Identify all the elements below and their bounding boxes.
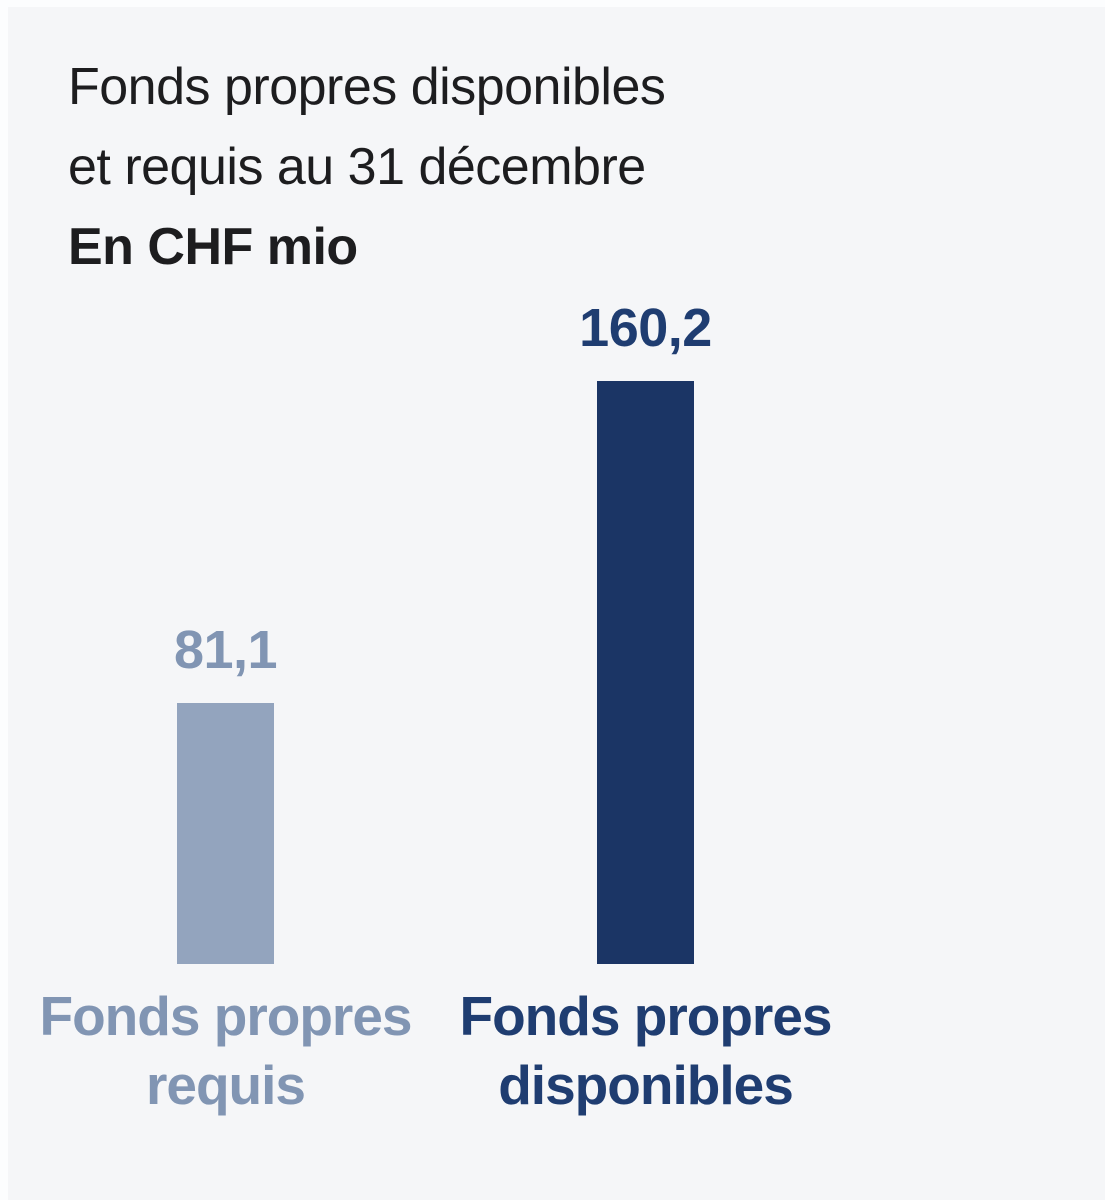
unit-label: En CHF mio [68, 218, 358, 276]
top-edge-strip [0, 0, 1105, 7]
category-label-requis-line-1: Fonds propres [39, 985, 412, 1047]
category-label-requis: Fonds propres requis [0, 982, 451, 1120]
left-edge-strip [0, 0, 8, 1200]
chart-title-line-1: Fonds propres disponibles [68, 58, 666, 116]
category-label-disponibles: Fonds propres disponibles [420, 982, 871, 1120]
category-label-requis-line-2: requis [145, 1054, 306, 1116]
chart-title-line-2: et requis au 31 décembre [68, 138, 646, 196]
value-label-disponibles: 160,2 [579, 298, 712, 358]
bar-disponibles [597, 381, 694, 964]
category-label-disponibles-line-1: Fonds propres [459, 985, 832, 1047]
category-label-disponibles-line-2: disponibles [498, 1054, 794, 1116]
value-label-requis: 81,1 [173, 620, 278, 680]
bar-requis [177, 703, 274, 964]
chart-title: Fonds propres disponibles et requis au 3… [68, 47, 666, 287]
